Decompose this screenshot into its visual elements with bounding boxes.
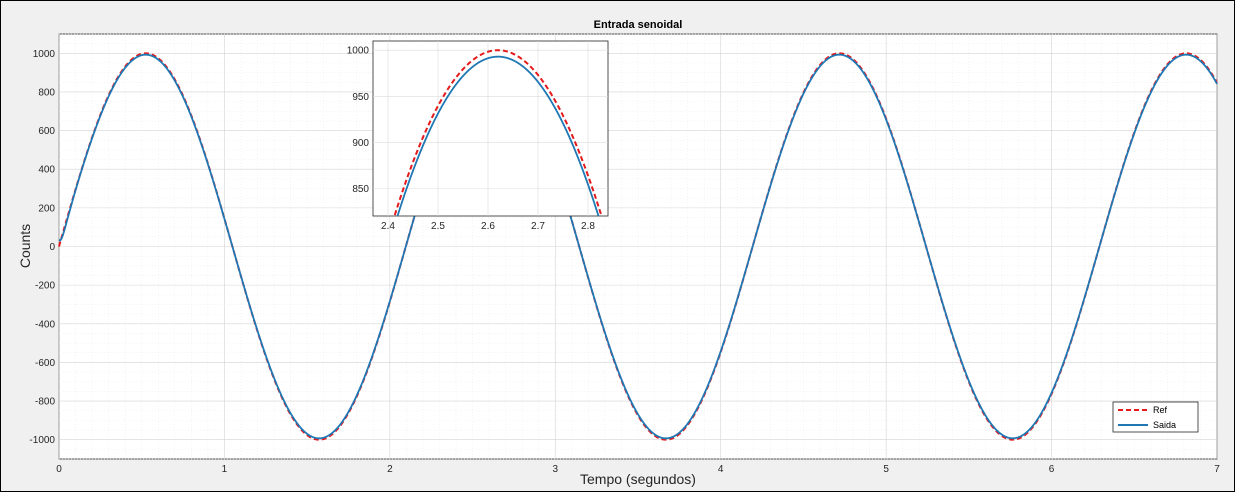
legend-box [1112, 401, 1199, 433]
inset-saida-line [396, 55, 600, 216]
x-tick-label: 5 [883, 464, 889, 475]
y-axis-label: Counts [17, 224, 33, 268]
x-tick-label: 2 [387, 464, 393, 475]
y-tick-label: 600 [38, 126, 55, 137]
main-lines [58, 52, 1218, 441]
inset-x-tick-label: 2.7 [531, 221, 545, 232]
x-tick-label: 6 [1049, 464, 1055, 475]
x-tick-label: 7 [1214, 464, 1220, 475]
inset-x-tick-label: 2.4 [381, 221, 395, 232]
chart-title: Entrada senoidal [594, 19, 683, 31]
y-tick-label: -1000 [29, 435, 55, 446]
inset-plot-area [372, 40, 609, 217]
x-tick-label: 4 [718, 464, 724, 475]
inset-lines [393, 49, 603, 216]
y-tick-label: 0 [49, 242, 55, 253]
inset-x-tick-label: 2.6 [481, 221, 495, 232]
y-tick-label: 800 [38, 87, 55, 98]
y-tick-label: -800 [35, 397, 55, 408]
x-tick-label: 0 [56, 464, 62, 475]
inset-y-tick-label: 1000 [347, 46, 370, 57]
inset-y-tick-label: 850 [352, 184, 369, 195]
inset-x-tick-label: 2.8 [581, 221, 595, 232]
inset-y-tick-label: 900 [352, 138, 369, 149]
inset-x-tick-label: 2.5 [431, 221, 445, 232]
y-tick-label: 200 [38, 203, 55, 214]
legend: Ref Saida [1112, 401, 1199, 433]
y-tick-label: -200 [35, 281, 55, 292]
inset-y-tick-label: 950 [352, 92, 369, 103]
x-axis-label: Tempo (segundos) [580, 471, 696, 487]
inset-ref-line [393, 49, 603, 216]
x-tick-label: 3 [553, 464, 559, 475]
y-tick-label: -400 [35, 319, 55, 330]
y-tick-label: -600 [35, 358, 55, 369]
main-tick-labels: 0 1 2 3 4 5 6 7 -1000 -800 -600 -400 -200 0 200 400 600 8… [29, 49, 1220, 475]
inset-tick-labels: 2.4 2.5 2.6 2.7 2.8 850 900 950 1000 [347, 46, 596, 232]
y-tick-label: 1000 [33, 49, 56, 60]
y-tick-label: 400 [38, 165, 55, 176]
legend-label-ref: Ref [1153, 405, 1168, 415]
legend-label-saida: Saida [1153, 420, 1176, 430]
series-saida-line [58, 53, 1218, 440]
x-tick-label: 1 [222, 464, 228, 475]
